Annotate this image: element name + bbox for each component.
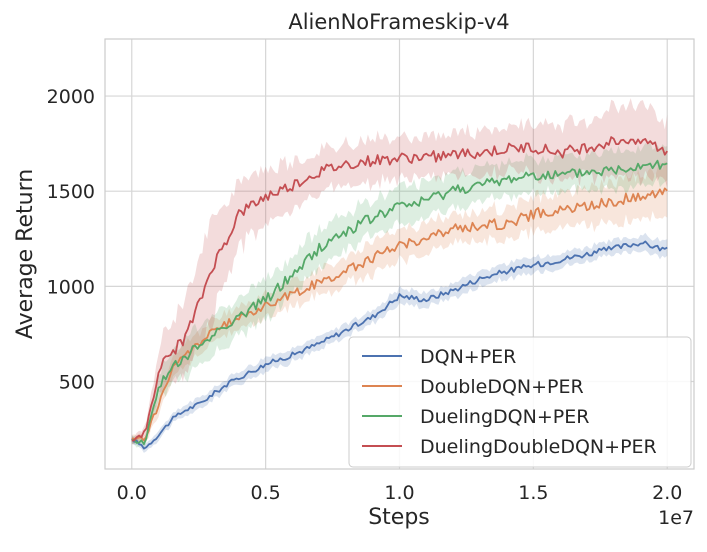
series-lines [131,136,668,450]
x-tick-label: 1.0 [384,482,414,504]
band-dqn+per [131,232,668,453]
y-tick-label: 1500 [47,181,95,203]
legend: DQN+PER DoubleDQN+PER DuelingDQN+PER Duelin… [348,336,692,468]
x-tick-label: 0.5 [251,482,281,504]
series-line-duelingdoubledqn+per [131,136,668,442]
legend-label: DuelingDoubleDQN+PER [420,436,657,458]
y-tick-label: 1000 [47,276,95,298]
x-tick-labels: 0.0 0.5 1.0 1.5 2.0 [117,482,683,504]
y-axis-label: Average Return [13,169,38,339]
legend-label: DQN+PER [420,346,516,368]
y-tick-label: 2000 [47,86,95,108]
series-line-dqn+per [131,240,668,450]
legend-box [348,336,692,468]
chart-title: AlienNoFrameskip-v4 [288,10,509,34]
legend-label: DoubleDQN+PER [420,376,584,398]
y-tick-label: 500 [59,371,95,393]
x-axis-offset: 1e7 [658,507,694,529]
x-axis-label: Steps [368,505,430,530]
x-tick-label: 0.0 [117,482,147,504]
y-tick-labels: 500 1000 1500 2000 [47,86,95,393]
x-tick-label: 2.0 [652,482,682,504]
band-doubledqn+per [131,160,668,445]
series-line-duelingdqn+per [131,159,668,446]
band-duelingdoubledqn+per [131,98,668,445]
plot-frame [104,38,695,470]
legend-label: DuelingDQN+PER [420,406,589,428]
x-tick-label: 1.5 [518,482,548,504]
